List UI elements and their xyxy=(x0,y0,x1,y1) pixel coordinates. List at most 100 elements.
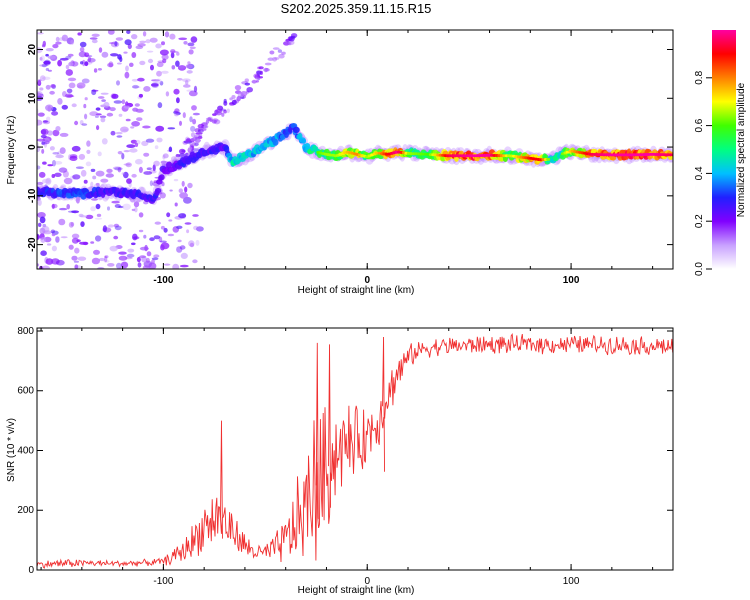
spectrogram-cell xyxy=(96,213,102,217)
spectrogram-cell xyxy=(118,251,127,255)
spectrogram-cell xyxy=(42,161,47,165)
spectrogram-cell xyxy=(107,263,115,267)
spectrogram-cell xyxy=(41,148,45,154)
spectrogram-cell xyxy=(77,256,87,261)
spectrogram-cell xyxy=(45,68,50,71)
spectrogram-cell xyxy=(59,207,68,211)
spectrogram-cell xyxy=(181,180,185,187)
spectrogram-cell xyxy=(127,248,135,253)
spectrogram-cell xyxy=(194,142,199,147)
spectrogram-cell xyxy=(63,177,73,185)
spectrogram-cell xyxy=(84,97,88,101)
spectrogram-x-tick-label: -100 xyxy=(153,275,173,286)
spectrogram-cell xyxy=(183,84,191,88)
spectrogram-cell xyxy=(51,111,59,116)
spectrogram-cell xyxy=(95,203,101,210)
spectrogram-cell xyxy=(104,255,108,263)
spectrogram-cell xyxy=(75,196,80,204)
spectrogram-cell xyxy=(113,100,123,104)
spectrogram-cell xyxy=(160,225,165,230)
spectrogram-cell xyxy=(191,105,197,111)
spectrogram-cell xyxy=(68,82,76,89)
spectrogram-cell xyxy=(59,147,66,155)
spectrogram-cell xyxy=(60,236,68,239)
spectrogram-cell xyxy=(146,50,154,53)
spectrogram-cell xyxy=(116,80,120,86)
spectrogram-cell xyxy=(137,262,142,268)
spectrogram-cell xyxy=(116,135,123,138)
spectrogram-cell xyxy=(40,128,49,135)
spectrogram-cell xyxy=(45,84,51,90)
spectrogram-cell xyxy=(190,125,196,132)
spectrogram-cell xyxy=(126,30,131,34)
spectrogram-cell xyxy=(292,126,300,134)
chart-title: S202.2025.359.11.15.R15 xyxy=(281,1,432,16)
spectrogram-cell xyxy=(132,86,141,89)
spectrogram-cell xyxy=(87,58,96,63)
colorbar-tick-label: 0.6 xyxy=(694,118,705,132)
spectrogram-cell xyxy=(157,102,163,109)
spectrogram-cell xyxy=(182,140,188,145)
spectrogram-cell xyxy=(94,217,103,220)
spectrogram-cell xyxy=(274,57,280,60)
spectrogram-cell xyxy=(255,80,259,83)
spectrogram-cell xyxy=(76,239,81,242)
spectrogram-cell xyxy=(70,39,75,45)
spectrogram-cell xyxy=(178,37,188,41)
spectrogram-cell xyxy=(71,145,81,152)
spectrogram-cell xyxy=(223,98,227,104)
spectrogram-cell xyxy=(126,253,135,258)
spectrogram-cell xyxy=(113,235,119,240)
spectrogram-cell xyxy=(70,222,75,227)
spectrogram-cell xyxy=(176,52,180,56)
spectrogram-cell xyxy=(130,126,135,129)
snr-spike xyxy=(328,344,331,508)
spectrogram-cell xyxy=(121,153,125,160)
spectrogram-cell xyxy=(272,47,280,50)
spectrogram-cell xyxy=(131,78,139,82)
spectrogram-cell xyxy=(139,40,147,44)
spectrogram-cell xyxy=(164,31,170,38)
spectrogram-cell xyxy=(38,222,42,227)
spectrogram-cell xyxy=(136,256,141,263)
spectrogram-cell xyxy=(91,39,98,44)
spectrogram-cell xyxy=(125,162,132,168)
spectrogram-cell xyxy=(74,120,79,126)
spectrogram-cell xyxy=(143,171,153,175)
spectrogram-cell xyxy=(91,33,100,37)
spectrogram-cell xyxy=(90,181,94,188)
spectrogram-cell xyxy=(156,61,164,68)
spectrogram-cell xyxy=(176,97,180,104)
spectrogram-cell xyxy=(106,112,114,117)
spectrogram-cell xyxy=(263,68,270,72)
spectrogram-cell xyxy=(172,263,180,269)
spectrogram-cell xyxy=(142,265,150,269)
spectrogram-cell xyxy=(269,50,275,55)
spectrogram-cell xyxy=(55,36,60,42)
spectrogram-cell xyxy=(124,39,132,46)
spectrogram-cell xyxy=(38,171,46,178)
spectrogram-cell xyxy=(72,174,81,180)
spectrogram-cell xyxy=(147,58,154,64)
snr-y-axis-label: SNR (10 * v/v) xyxy=(6,418,17,482)
spectrogram-cell xyxy=(40,75,46,82)
spectrogram-cell xyxy=(256,70,262,75)
spectrogram-cell xyxy=(37,234,40,241)
spectrogram-cell xyxy=(165,91,170,97)
spectrogram-cell xyxy=(255,77,261,80)
spectrogram-cell xyxy=(278,53,285,59)
spectrogram-cell xyxy=(125,256,133,260)
spectrogram-cell xyxy=(61,34,69,42)
spectrogram-cell xyxy=(131,34,138,40)
spectrogram-cell xyxy=(57,59,62,67)
spectrogram-cell xyxy=(153,235,161,240)
spectrogram-cell xyxy=(193,225,199,231)
spectrogram-cell xyxy=(154,188,162,194)
spectrogram-cell xyxy=(90,241,95,244)
spectrogram-cell xyxy=(58,167,68,173)
snr-x-axis-label: Height of straight line (km) xyxy=(298,585,415,596)
spectrogram-cell xyxy=(66,88,73,94)
spectrogram-cell xyxy=(40,55,45,62)
spectrogram-cell xyxy=(185,152,189,157)
